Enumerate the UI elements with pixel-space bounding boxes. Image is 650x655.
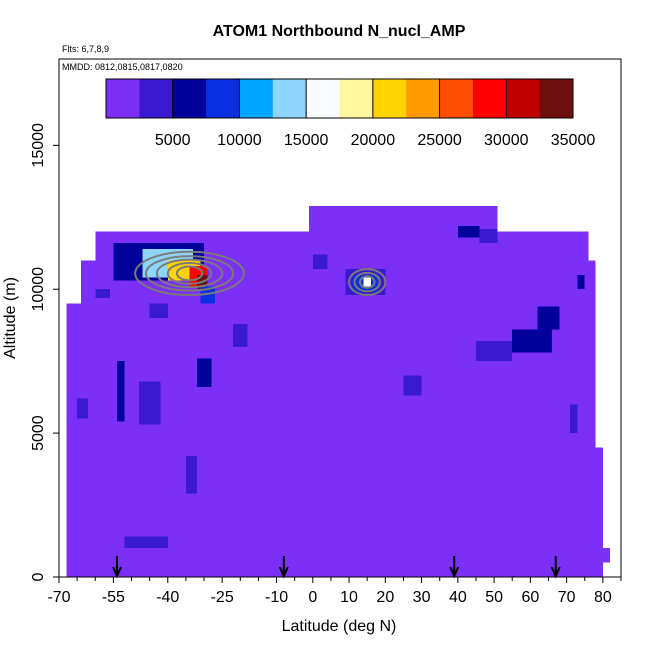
colorbar-tick-label: 15000 — [284, 132, 329, 149]
contour-layer — [134, 250, 387, 296]
contour-line — [175, 265, 204, 282]
heatmap-cell — [479, 228, 498, 244]
heatmap-cell — [185, 456, 197, 494]
chart-title: ATOM1 Northbound N_nucl_AMP — [213, 23, 466, 40]
flight-marker-layer — [112, 556, 561, 579]
heatmap-cell — [570, 404, 578, 434]
x-tick-label: 30 — [413, 589, 431, 606]
coverage-cell — [66, 447, 603, 577]
dates-subtitle: MMDD: 0812,0815,0817,0820 — [62, 62, 183, 72]
colorbar-tick-label: 5000 — [155, 132, 191, 149]
coverage-cell — [602, 548, 611, 563]
flight-marker-arrowhead — [112, 566, 122, 579]
colorbar-segment — [172, 79, 207, 118]
x-tick-label: 60 — [521, 589, 539, 606]
colorbar-tick-label: 30000 — [484, 132, 529, 149]
y-axis-label: Altitude (m) — [2, 277, 19, 359]
heatmap-cell — [457, 225, 480, 238]
colorbar-segment — [206, 79, 240, 118]
contour-line — [134, 250, 245, 296]
heatmap-cell — [117, 361, 125, 422]
x-tick-label: -55 — [102, 589, 125, 606]
colorbar-segment — [539, 79, 574, 118]
heatmap-cell — [95, 289, 110, 298]
colorbar-segment — [272, 79, 307, 118]
contour-line — [348, 268, 387, 296]
flight-marker-arrowhead — [278, 566, 289, 579]
heatmap-cell — [577, 274, 585, 290]
x-tick-label: -40 — [156, 589, 179, 606]
y-axis: 0 5000 10000 15000 — [30, 123, 59, 581]
x-tick-label: 20 — [376, 589, 394, 606]
heatmap-cell — [138, 381, 161, 425]
contour-line — [166, 262, 213, 285]
heatmap-cell — [149, 303, 168, 318]
x-axis: -70 -55 -40 -25 -10 0 10 20 30 40 50 60 70 80 — [47, 577, 622, 606]
x-tick-label: 10 — [340, 589, 358, 606]
colorbar-tick-label: 20000 — [351, 132, 396, 149]
x-tick-label: -10 — [265, 589, 288, 606]
flight-marker-arrowhead — [550, 566, 561, 579]
colorbar-tick-label: 35000 — [551, 132, 596, 149]
heatmap-cell — [196, 358, 212, 388]
x-tick-label: -25 — [211, 589, 234, 606]
colorbar-segment — [472, 79, 507, 118]
y-tick-label: 15000 — [30, 123, 47, 168]
y-tick-label: 5000 — [30, 415, 47, 451]
colorbar: 5000 10000 15000 20000 25000 30000 35000 — [105, 78, 596, 149]
plot-frame — [58, 58, 622, 578]
colorbar-segment — [406, 79, 441, 118]
colorbar-segment — [439, 79, 474, 118]
coverage-cell — [66, 303, 596, 448]
heatmap-cell — [537, 306, 560, 330]
contour-line — [155, 258, 224, 289]
x-tick-label: 70 — [558, 589, 576, 606]
x-tick-label: 40 — [449, 589, 467, 606]
colorbar-segment — [339, 79, 374, 118]
x-tick-label: 80 — [594, 589, 612, 606]
heatmap-cell — [77, 398, 89, 419]
x-tick-label: 0 — [308, 589, 317, 606]
colorbar-segment — [239, 79, 274, 118]
colorbar-segment — [506, 79, 541, 118]
heatmap-cell — [512, 329, 553, 353]
contour-line — [353, 271, 381, 293]
x-tick-label: 50 — [485, 589, 503, 606]
colorbar-tick-label: 10000 — [217, 132, 262, 149]
colorbar-segment — [372, 79, 407, 118]
x-axis-label: Latitude (deg N) — [282, 618, 397, 635]
heatmap-cell — [233, 323, 248, 347]
colorbar-tick-label: 25000 — [417, 132, 462, 149]
flights-subtitle: Flts: 6,7,8,9 — [62, 44, 109, 54]
contour-line — [358, 275, 376, 289]
flight-marker-arrowhead — [449, 566, 460, 579]
x-tick-label: -70 — [47, 589, 70, 606]
heatmap-cell — [475, 341, 513, 362]
heatmap-cell — [403, 375, 422, 396]
y-tick-label: 0 — [30, 572, 47, 581]
heatmap-cell — [124, 536, 168, 549]
heatmap-cell — [363, 277, 371, 287]
colorbar-segment — [306, 79, 340, 118]
colorbar-segment — [106, 79, 140, 118]
y-tick-label: 10000 — [30, 267, 47, 312]
colorbar-segment — [139, 79, 174, 118]
contour-line — [145, 255, 235, 292]
heatmap-cell — [312, 254, 328, 270]
